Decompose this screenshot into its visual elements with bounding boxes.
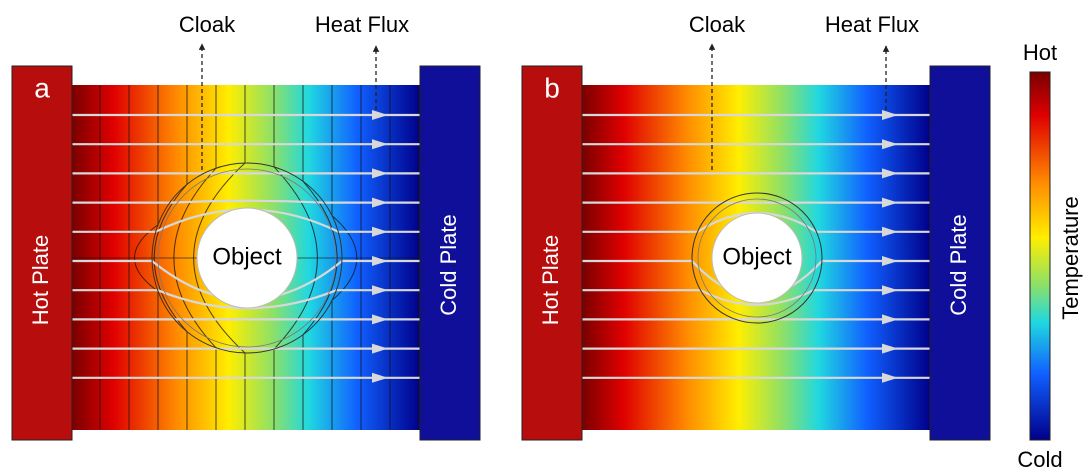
- heat-flux-label: Heat Flux: [825, 12, 919, 37]
- colorbar-hot: Hot: [1023, 40, 1057, 65]
- hot-plate-label: Hot Plate: [538, 235, 563, 326]
- colorbar-cold: Cold: [1017, 447, 1062, 472]
- hot-plate-label: Hot Plate: [28, 235, 53, 326]
- heat-flux-label: Heat Flux: [315, 12, 409, 37]
- cold-plate-label: Cold Plate: [436, 214, 461, 316]
- figure: Object Hot Plate Cold Plate a Cloak Heat Flux…: [0, 0, 1090, 475]
- panel-label: a: [34, 72, 50, 103]
- object-label: Object: [212, 243, 282, 270]
- panel-label: b: [544, 72, 560, 103]
- object-label: Object: [722, 243, 792, 270]
- cloak-label: Cloak: [179, 12, 236, 37]
- cold-plate-label: Cold Plate: [946, 214, 971, 316]
- colorbar-title: Temperature: [1058, 196, 1083, 320]
- cloak-label: Cloak: [689, 12, 746, 37]
- colorbar: [1030, 72, 1050, 440]
